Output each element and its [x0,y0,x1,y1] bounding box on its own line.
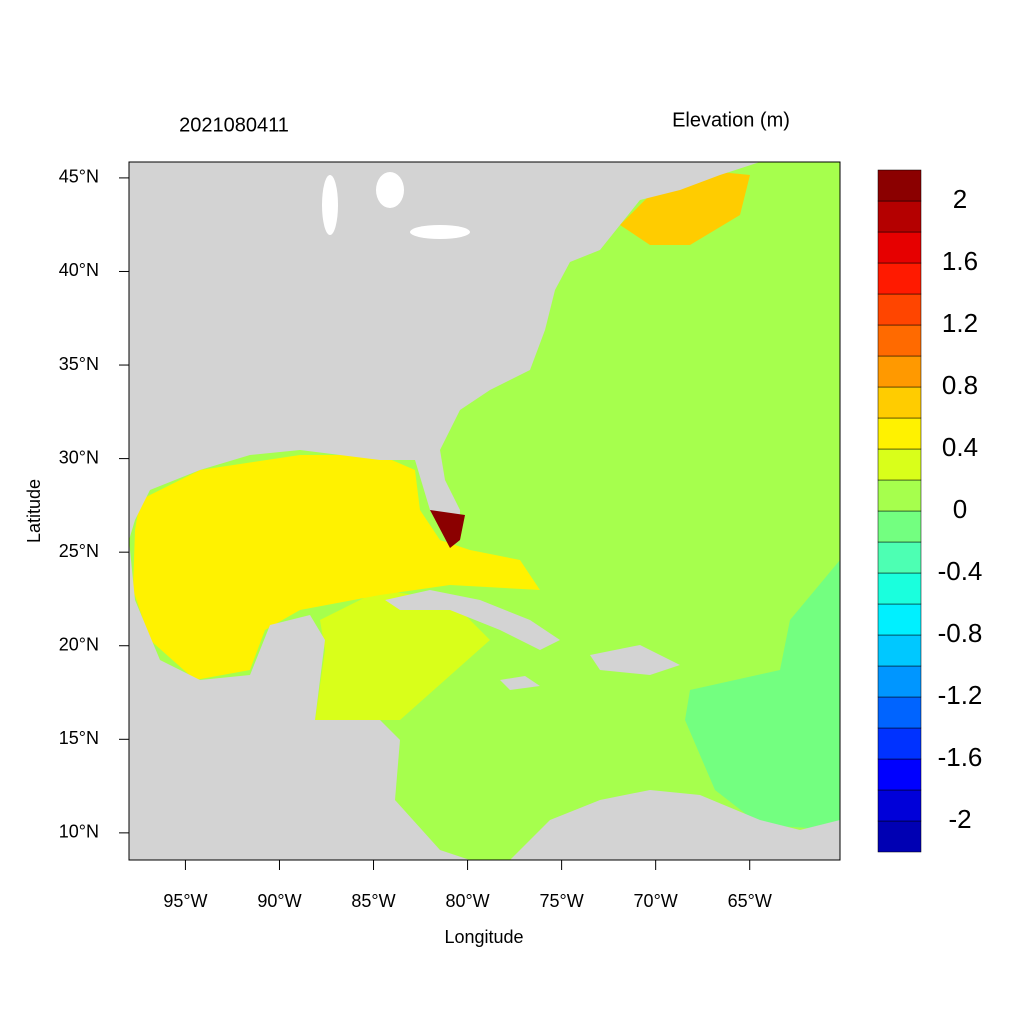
region [620,170,750,245]
land [590,645,680,675]
title-right: Elevation (m) [672,109,790,131]
colorbar-label: 0.4 [942,432,978,462]
colorbar-box [877,169,922,202]
region [133,455,540,680]
region [685,560,840,830]
colorbar-label: 0 [953,494,967,524]
colorbar-label: -2 [948,804,971,834]
land [640,162,760,200]
land [385,590,560,650]
lake [410,225,470,239]
colorbar-box [877,789,922,822]
colorbar-box [877,541,922,574]
x-tick-label: 70°W [634,891,678,911]
y-tick-label: 45°N [59,167,99,187]
y-tick-label: 15°N [59,728,99,748]
colorbar-box [877,634,922,667]
colorbar-box [877,665,922,698]
colorbar-box [877,727,922,760]
land-edge [430,510,465,548]
colorbar-box [877,262,922,295]
x-tick-label: 80°W [445,891,489,911]
y-tick-label: 20°N [59,634,99,654]
colorbar-box [877,386,922,419]
y-tick-label: 10°N [59,822,99,842]
x-tick-label: 90°W [257,891,301,911]
colorbar-label: 1.2 [942,308,978,338]
colorbar-box [877,479,922,512]
x-tick-label: 75°W [540,891,584,911]
lake [322,175,338,235]
x-tick-label: 85°W [351,891,395,911]
colorbar-box [877,324,922,357]
colorbar-label: 0.8 [942,370,978,400]
region [315,590,490,720]
y-axis-label: Latitude [24,479,44,543]
x-tick-label: 95°W [163,891,207,911]
colorbar-box [877,820,922,853]
land [510,790,840,860]
y-tick-label: 25°N [59,541,99,561]
colorbar-box [877,231,922,264]
land [500,676,540,690]
lake [376,172,404,208]
colorbar-box [877,448,922,481]
colorbar-label: -0.8 [938,618,983,648]
colorbar-label: -1.6 [938,742,983,772]
colorbar-label: -0.4 [938,556,983,586]
x-tick-label: 65°W [728,891,772,911]
colorbar-box [877,200,922,233]
colorbar-box [877,572,922,605]
y-tick-label: 30°N [59,447,99,467]
map-frame [128,161,841,861]
y-tick-label: 35°N [59,354,99,374]
land [129,540,470,860]
map-field [129,162,840,860]
colorbar-box [877,417,922,450]
y-tick-label: 40°N [59,260,99,280]
colorbar-label: -1.2 [938,680,983,710]
land [129,162,640,545]
colorbar-label: 2 [953,184,967,214]
title-left: 2021080411 [179,114,289,136]
colorbar-box [877,510,922,543]
colorbar-box [877,758,922,791]
colorbar-box [877,696,922,729]
colorbar-box [877,603,922,636]
colorbar-label: 1.6 [942,246,978,276]
x-axis-label: Longitude [444,927,523,947]
colorbar-box [877,355,922,388]
colorbar-box [877,293,922,326]
